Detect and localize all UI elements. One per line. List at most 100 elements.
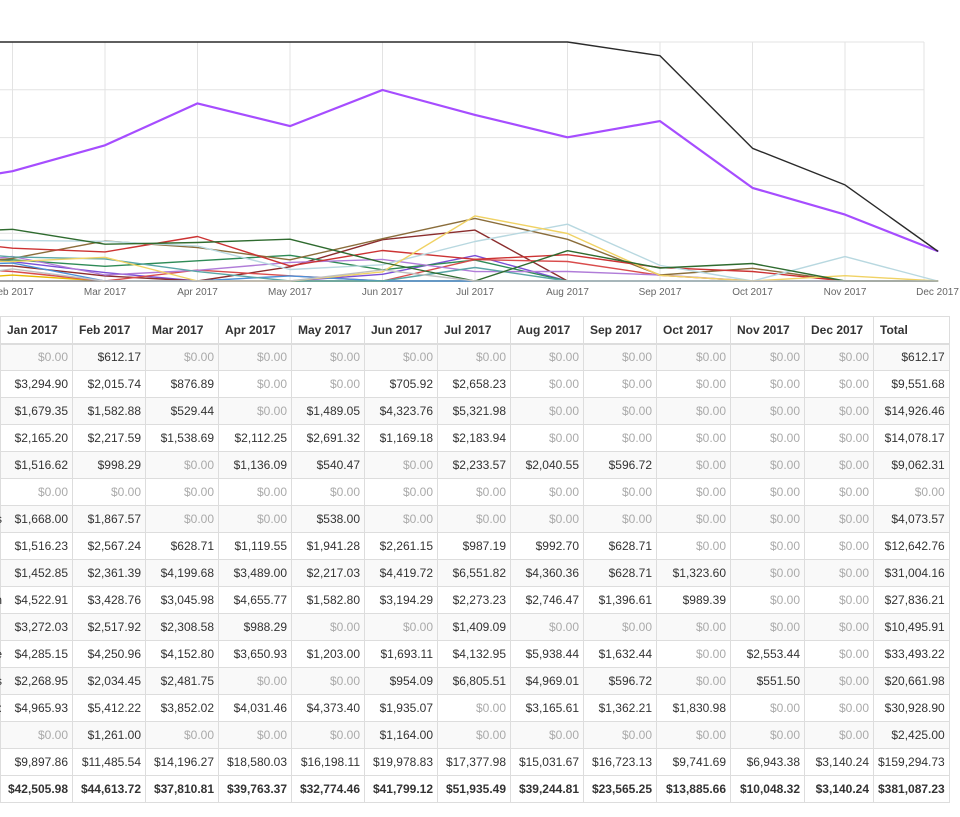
table-row: $0.00 $0.00 $0.00 $0.00 $0.00 $0.00 $0.00 $0.00… <box>0 478 950 506</box>
table-cell: $15,031.67 <box>510 748 584 776</box>
table-cell: $23,565.25 <box>583 775 657 803</box>
header-cell[interactable]: May 2017 <box>291 316 365 345</box>
table-cell: $0.00 <box>804 721 874 749</box>
table-cell: $0.00 <box>364 451 438 479</box>
table-cell: $0.00 <box>145 505 219 533</box>
table-cell: $1,119.55 <box>218 532 292 560</box>
table-cell: $2,481.75 <box>145 667 219 695</box>
table-cell: $2,308.58 <box>145 613 219 641</box>
table-cell: $0.00 <box>0 721 73 749</box>
table-cell: $16,198.11 <box>291 748 365 776</box>
table-cell: $18,580.03 <box>218 748 292 776</box>
table-cell: $20,661.98 <box>873 667 950 695</box>
table-cell: $0.00 <box>804 694 874 722</box>
table-row: $1,679.35 $1,582.88 $529.44 $0.00 $1,489.05 $… <box>0 397 950 425</box>
table-row: $2,165.20 $2,217.59 $1,538.69 $2,112.25 $2,6… <box>0 424 950 452</box>
table-cell: $32,774.46 <box>291 775 365 803</box>
table-cell: $989.39 <box>656 586 731 614</box>
table-cell: $1,136.09 <box>218 451 292 479</box>
table-cell: $3,428.76 <box>72 586 146 614</box>
header-cell[interactable]: Feb 2017 <box>72 316 146 345</box>
header-cell[interactable]: Sep 2017 <box>583 316 657 345</box>
table-cell: $0.00 <box>510 721 584 749</box>
table-cell: $4,965.93 <box>0 694 73 722</box>
x-tick-label: Jul 2017 <box>456 287 494 298</box>
table-cell: $0.00 <box>730 505 805 533</box>
table-cell: $0.00 <box>656 370 731 398</box>
table-cell: $0.00 <box>437 505 511 533</box>
table-cell: $0.00 <box>291 343 365 371</box>
table-cell: $0.00 <box>437 721 511 749</box>
table-cell: $4,419.72 <box>364 559 438 587</box>
table-cell: $3,045.98 <box>145 586 219 614</box>
table-cell: $0.00 <box>364 613 438 641</box>
header-cell[interactable]: Aug 2017 <box>510 316 584 345</box>
table-cell: $39,763.37 <box>218 775 292 803</box>
table-cell: $42,505.98 <box>0 775 73 803</box>
row-label: e <box>0 640 2 668</box>
table-cell: $2,268.95 <box>0 667 73 695</box>
table-cell: $19,978.83 <box>364 748 438 776</box>
table-cell: $954.09 <box>364 667 438 695</box>
table-cell: $1,679.35 <box>0 397 73 425</box>
header-cell[interactable]: Nov 2017 <box>730 316 805 345</box>
table-cell: $17,377.98 <box>437 748 511 776</box>
table-cell: $1,169.18 <box>364 424 438 452</box>
row-label <box>0 613 1 641</box>
header-cell[interactable]: Dec 2017 <box>804 316 874 345</box>
table-cell: $538.00 <box>291 505 365 533</box>
header-cell[interactable]: Apr 2017 <box>218 316 292 345</box>
table-cell: $0.00 <box>656 532 731 560</box>
table-cell: $5,321.98 <box>437 397 511 425</box>
table-cell: $1,830.98 <box>656 694 731 722</box>
table-cell: $3,650.93 <box>218 640 292 668</box>
x-tick-label: Feb 2017 <box>0 287 34 298</box>
table-cell: $529.44 <box>145 397 219 425</box>
line-chart-svg: Feb 2017 Mar 2017 Apr 2017 May 2017 Jun 2017… <box>0 41 959 298</box>
table-cell: $1,516.62 <box>0 451 73 479</box>
table-row: ns$1,668.00$1,867.57$0.00$0.00$538.00$0.… <box>0 505 950 533</box>
row-label <box>0 424 1 452</box>
table-cell: $0.00 <box>730 343 805 371</box>
header-cell[interactable]: Oct 2017 <box>656 316 731 345</box>
header-cell[interactable]: Mar 2017 <box>145 316 219 345</box>
table-cell: $551.50 <box>730 667 805 695</box>
table-cell: $2,658.23 <box>437 370 511 398</box>
table-cell: $1,409.09 <box>437 613 511 641</box>
table-cell: $2,746.47 <box>510 586 584 614</box>
table-cell: $628.71 <box>145 532 219 560</box>
table-cell: $0.00 <box>804 478 874 506</box>
table-row: $3,294.90 $2,015.74 $876.89 $0.00 $0.00 $705.… <box>0 370 950 398</box>
table-row: $1,516.62 $998.29 $0.00 $1,136.09 $540.47 $0.… <box>0 451 950 479</box>
table-cell: $2,217.03 <box>291 559 365 587</box>
x-tick-label: Dec 2017 <box>916 287 959 298</box>
header-cell[interactable]: Total <box>873 316 950 345</box>
table-cell: $11,485.54 <box>72 748 146 776</box>
table-cell: $2,040.55 <box>510 451 584 479</box>
table-cell: $2,034.45 <box>72 667 146 695</box>
table-cell: $44,613.72 <box>72 775 146 803</box>
x-tick-label: Aug 2017 <box>546 287 589 298</box>
table-row: $1,452.85 $2,361.39 $4,199.68 $3,489.00 $2,2… <box>0 559 950 587</box>
table-cell: $14,078.17 <box>873 424 950 452</box>
header-cell[interactable]: Jan 2017 <box>0 316 73 345</box>
table-cell: $30,928.90 <box>873 694 950 722</box>
table-cell: $16,723.13 <box>583 748 657 776</box>
table-cell: $3,272.03 <box>0 613 73 641</box>
table-cell: $0.00 <box>510 424 584 452</box>
table-cell: $1,632.44 <box>583 640 657 668</box>
header-cell[interactable]: Jun 2017 <box>364 316 438 345</box>
header-cell[interactable]: Jul 2017 <box>437 316 511 345</box>
table-cell: $41,799.12 <box>364 775 438 803</box>
table-cell: $987.19 <box>437 532 511 560</box>
series-line <box>0 217 939 282</box>
table-cell: $0.00 <box>656 478 731 506</box>
table-cell: $0.00 <box>510 397 584 425</box>
table-cell: $0.00 <box>583 613 657 641</box>
x-tick-label: Apr 2017 <box>177 287 218 298</box>
table-cell: $0.00 <box>804 424 874 452</box>
table-cell: $14,196.27 <box>145 748 219 776</box>
table-cell: $3,140.24 <box>804 748 874 776</box>
monthly-totals-table: Jan 2017 Feb 2017 Mar 2017 Apr 2017 May 2017… <box>0 316 950 803</box>
table-cell: $0.00 <box>437 694 511 722</box>
